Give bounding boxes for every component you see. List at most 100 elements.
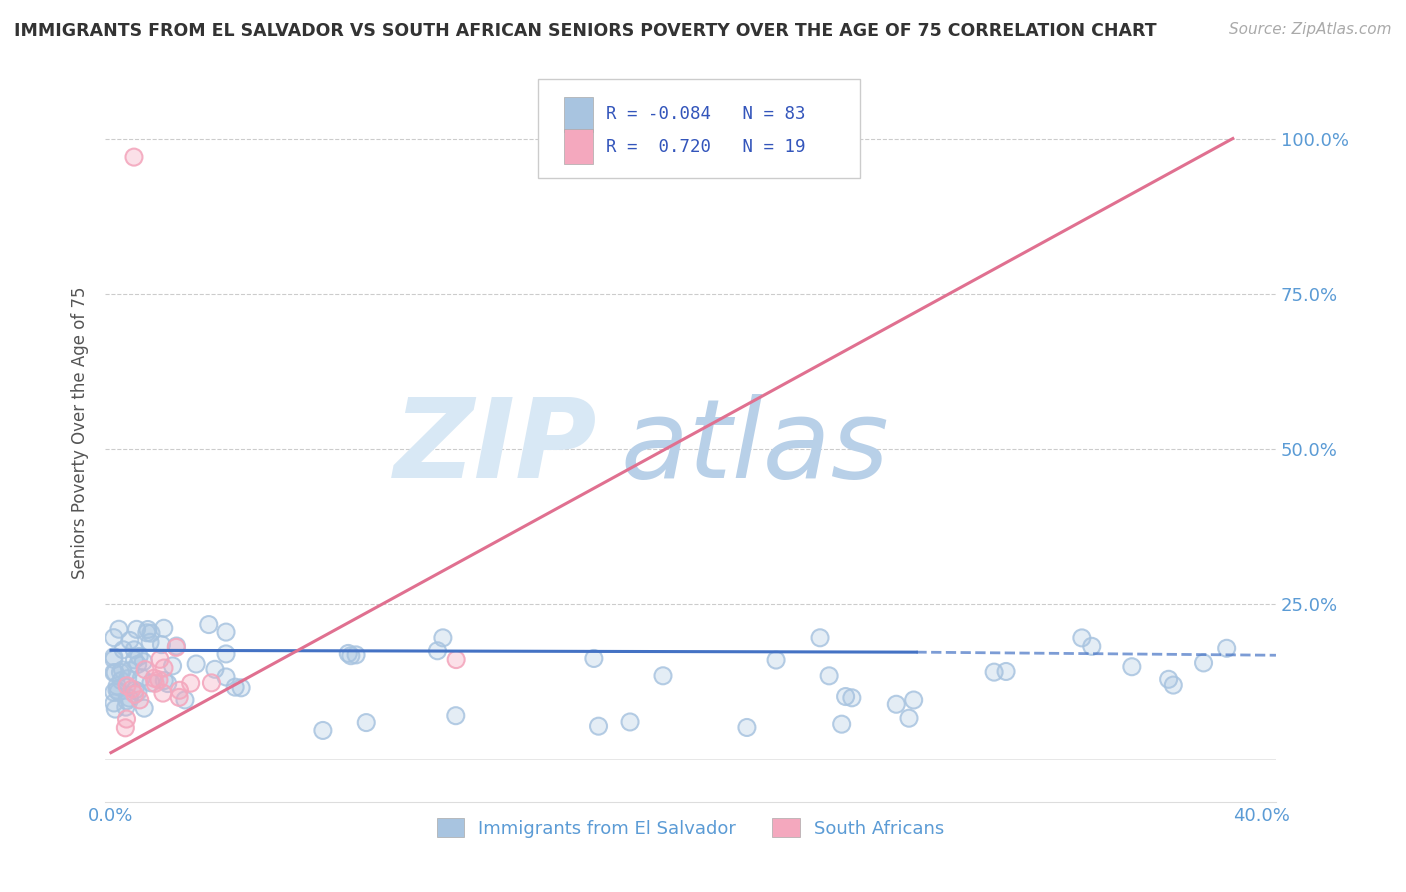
Point — [103, 685, 125, 699]
Point — [110, 665, 132, 680]
Point — [111, 663, 134, 677]
Point — [128, 693, 150, 707]
Point — [884, 698, 907, 712]
Point — [765, 653, 787, 667]
Point — [204, 662, 226, 676]
Point — [156, 676, 179, 690]
Point — [1121, 659, 1143, 673]
Point — [1157, 673, 1180, 687]
Point — [167, 690, 190, 705]
Point — [1215, 641, 1237, 656]
Point — [122, 150, 145, 164]
Point — [1070, 631, 1092, 645]
Point — [180, 676, 202, 690]
Point — [818, 669, 841, 683]
Point — [162, 659, 184, 673]
Point — [104, 665, 127, 680]
Point — [110, 673, 132, 688]
Point — [215, 647, 238, 661]
Point — [128, 693, 150, 707]
Point — [156, 676, 179, 690]
Point — [180, 676, 202, 690]
Point — [153, 673, 176, 688]
Point — [995, 665, 1018, 679]
Point — [231, 681, 253, 695]
Point — [125, 623, 148, 637]
Point — [186, 657, 208, 671]
Text: Source: ZipAtlas.com: Source: ZipAtlas.com — [1229, 22, 1392, 37]
Point — [136, 623, 159, 637]
Point — [131, 671, 153, 685]
Point — [652, 669, 675, 683]
Point — [444, 652, 467, 666]
Point — [118, 633, 141, 648]
Legend: Immigrants from El Salvador, South Africans: Immigrants from El Salvador, South Afric… — [430, 811, 952, 845]
Point — [186, 657, 208, 671]
Point — [224, 680, 246, 694]
Point — [149, 652, 172, 666]
Point — [903, 693, 925, 707]
Point — [131, 671, 153, 685]
Text: atlas: atlas — [620, 394, 889, 501]
Point — [110, 665, 132, 680]
FancyBboxPatch shape — [564, 129, 593, 164]
Point — [139, 626, 162, 640]
Point — [426, 644, 449, 658]
Point — [139, 635, 162, 649]
Point — [588, 719, 610, 733]
Point — [118, 664, 141, 678]
Point — [444, 708, 467, 723]
Point — [152, 621, 174, 635]
Point — [834, 690, 856, 704]
Point — [108, 622, 131, 636]
Point — [124, 683, 146, 698]
Y-axis label: Seniors Poverty Over the Age of 75: Seniors Poverty Over the Age of 75 — [72, 287, 89, 580]
Point — [107, 685, 129, 699]
Point — [165, 640, 187, 655]
Point — [136, 623, 159, 637]
Point — [104, 665, 127, 680]
Point — [444, 708, 467, 723]
Point — [619, 714, 641, 729]
Point — [115, 694, 138, 708]
Point — [765, 653, 787, 667]
Point — [152, 686, 174, 700]
Text: IMMIGRANTS FROM EL SALVADOR VS SOUTH AFRICAN SENIORS POVERTY OVER THE AGE OF 75 : IMMIGRANTS FROM EL SALVADOR VS SOUTH AFR… — [14, 22, 1157, 40]
Point — [166, 639, 188, 653]
Point — [107, 685, 129, 699]
Point — [108, 622, 131, 636]
Point — [169, 683, 191, 698]
Point — [808, 631, 831, 645]
Point — [118, 691, 141, 706]
Point — [215, 647, 238, 661]
Point — [132, 655, 155, 669]
Point — [841, 690, 863, 705]
Point — [834, 690, 856, 704]
Point — [983, 665, 1005, 680]
Point — [354, 715, 377, 730]
Point — [197, 617, 219, 632]
Point — [104, 702, 127, 716]
Point — [652, 669, 675, 683]
Point — [169, 683, 191, 698]
Point — [103, 652, 125, 666]
Point — [582, 651, 605, 665]
Point — [1070, 631, 1092, 645]
Point — [117, 672, 139, 686]
Point — [122, 642, 145, 657]
Point — [337, 647, 360, 661]
Point — [831, 717, 853, 731]
Point — [215, 625, 238, 640]
FancyBboxPatch shape — [538, 78, 860, 178]
Point — [124, 687, 146, 701]
Point — [354, 715, 377, 730]
Point — [1157, 673, 1180, 687]
Point — [124, 683, 146, 698]
Point — [114, 721, 136, 735]
Point — [200, 676, 222, 690]
Point — [204, 662, 226, 676]
Point — [337, 647, 360, 661]
Point — [340, 648, 363, 663]
Point — [197, 617, 219, 632]
Point — [135, 625, 157, 640]
